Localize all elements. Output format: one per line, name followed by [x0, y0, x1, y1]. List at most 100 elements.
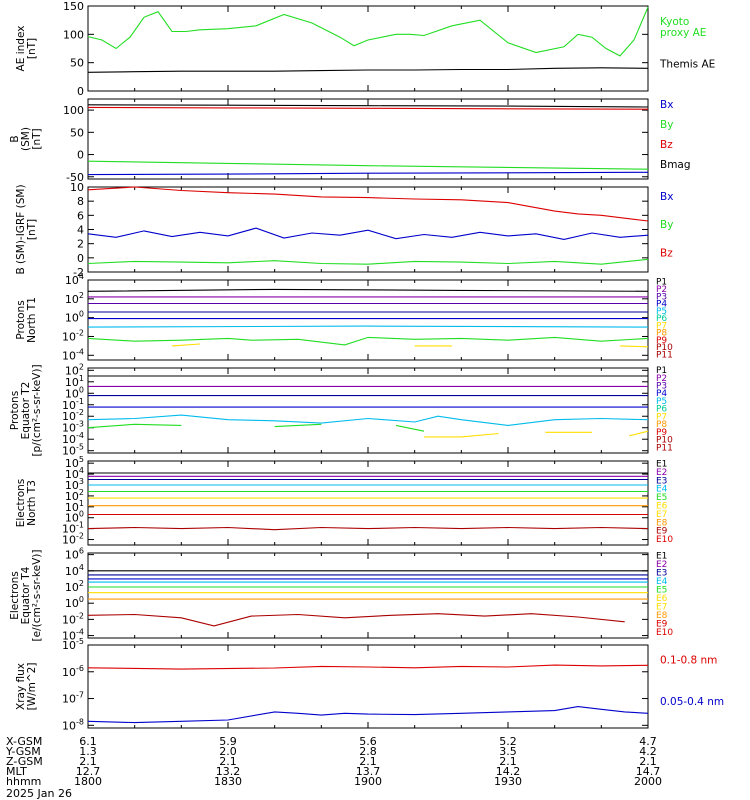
- series-line: [395, 424, 425, 432]
- series-line: [87, 227, 649, 240]
- y-tick-label: 10: [70, 181, 84, 194]
- y-tick-label: 102: [65, 488, 84, 503]
- ephemeris-value: 2.8: [359, 745, 377, 758]
- y-tick-label: 102: [65, 362, 84, 377]
- y-tick-label: 10-1: [62, 521, 84, 536]
- y-tick-label: 50: [70, 57, 84, 70]
- y-tick-label: 0: [77, 85, 84, 98]
- y-tick-label: 2: [77, 238, 84, 251]
- series-line: [629, 430, 649, 437]
- ephemeris-label: X-GSM: [6, 735, 42, 748]
- ephemeris-value: 14.7: [636, 765, 661, 778]
- ephemeris-value: 6.1: [79, 735, 97, 748]
- ephemeris-value: 5.6: [359, 735, 377, 748]
- series-line: [87, 160, 649, 170]
- y-tick-label: 100: [65, 595, 84, 610]
- legend-entry: E1: [656, 459, 667, 469]
- ephemeris-value: 2.1: [499, 755, 517, 768]
- ephemeris-value: 12.7: [76, 765, 101, 778]
- y-tick-label: 8: [77, 195, 84, 208]
- legend-entry: P4: [656, 389, 667, 399]
- legend-entry: P1: [656, 278, 667, 288]
- legend-entry: P3: [656, 381, 667, 391]
- series-line: [87, 414, 649, 426]
- y-axis-label: ElectronsEquator T4[e/(cm²-s-sr-keV)]: [9, 550, 43, 642]
- y-axis-label: ProtonsEquator T2[p/(cm²-s-sr-keV)]: [9, 364, 43, 456]
- series-line: [171, 343, 201, 347]
- y-tick-label: 103: [65, 477, 84, 492]
- date-label: 2025 Jan 26: [6, 787, 72, 800]
- legend-entry: E8: [656, 518, 668, 528]
- legend-entry: Bx: [660, 99, 673, 111]
- y-tick-label: 102: [65, 291, 84, 306]
- series-line: [87, 186, 649, 222]
- ephemeris-table: X-GSM 6.1 5.9 5.6 5.2 4.7 Y-GSM 1.3 2.0 2.8 3.5 4.2…: [5, 735, 662, 788]
- legend-entry: E3: [656, 569, 667, 579]
- y-axis-label: ElectronsNorth T3: [15, 479, 38, 528]
- legend-entry: P3: [656, 292, 667, 302]
- legend-entry: By: [660, 119, 673, 131]
- y-tick-label: 102: [65, 579, 84, 594]
- y-tick-label: 106: [65, 547, 84, 562]
- y-tick-label: 10-2: [62, 408, 84, 423]
- legend-entry: P8: [656, 420, 667, 430]
- y-axis-label: Xray flux[W/m^2]: [15, 663, 38, 711]
- y-tick-label: 0: [77, 252, 84, 265]
- y-axis-label: AE index[nT]: [15, 26, 38, 72]
- y-tick-label: 10-6: [62, 664, 84, 679]
- legend-entry: E5: [656, 493, 667, 503]
- y-tick-label: 104: [65, 272, 84, 287]
- legend-entry: P10: [656, 343, 673, 353]
- legend-entry: P7: [656, 321, 667, 331]
- y-tick-label: 101: [65, 374, 84, 389]
- y-axis-label: B(SM)[nT]: [9, 127, 43, 151]
- legend-entry: P1: [656, 366, 667, 376]
- series-line: [87, 106, 649, 110]
- legend-entry: P11: [656, 443, 673, 453]
- panel-frame: [87, 186, 649, 273]
- series-line: [87, 613, 625, 627]
- legend-entry: E7: [656, 510, 667, 520]
- legend-entry: E3: [656, 476, 667, 486]
- legend-entry: E6: [656, 501, 668, 511]
- legend-entry: E4: [656, 577, 668, 587]
- ephemeris-value: 1830: [214, 775, 242, 788]
- y-tick-label: 4: [77, 224, 84, 237]
- panel-frame: [87, 367, 649, 454]
- legend-entry: P5: [656, 307, 667, 317]
- legend-entry: P6: [656, 405, 667, 415]
- y-tick-label: 10-8: [62, 717, 84, 732]
- y-tick-label: 10-3: [62, 420, 84, 435]
- ephemeris-value: 2.1: [359, 755, 377, 768]
- panel-4: 10-4 10-2 100 102 104 ProtonsNorth T1 P1P2P3P4…: [15, 272, 673, 362]
- series-line: [87, 104, 649, 108]
- y-tick-label: 50: [70, 126, 84, 139]
- y-tick-label: 10-5: [62, 443, 84, 458]
- y-tick-label: 10-7: [62, 691, 84, 706]
- ephemeris-value: 4.7: [639, 735, 657, 748]
- legend-entry: P10: [656, 436, 673, 446]
- legend-entry: E9: [656, 527, 668, 537]
- series-line: [87, 526, 649, 531]
- y-axis-label: ProtonsNorth T1: [15, 297, 38, 343]
- legend-entry: Bz: [660, 139, 673, 151]
- panel-2: -50 0 50 100 B(SM)[nT] Bx By Bz Bmag: [9, 98, 691, 184]
- ephemeris-value: 2.1: [79, 755, 97, 768]
- legend-entry: By: [660, 219, 673, 231]
- y-tick-label: 105: [65, 455, 84, 470]
- series-line: [424, 432, 499, 438]
- legend-entry: P9: [656, 428, 667, 438]
- legend-entry: P4: [656, 300, 667, 310]
- legend-entry: E8: [656, 611, 668, 621]
- panel-frame: [87, 644, 649, 729]
- panel-8: 10-8 10-7 10-6 10-5 Xray flux[W/m^2] 0.1-0.8 …: [15, 637, 724, 732]
- ephemeris-value: 1930: [494, 775, 522, 788]
- ephemeris-value: 3.5: [499, 745, 517, 758]
- ephemeris-value: 2000: [634, 775, 662, 788]
- y-tick-label: 10-4: [62, 628, 84, 643]
